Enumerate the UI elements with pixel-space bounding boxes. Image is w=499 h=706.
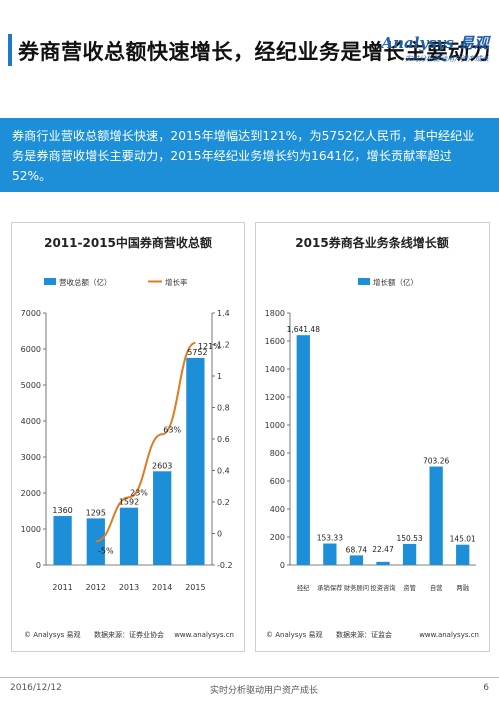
revenue-bar xyxy=(153,471,172,565)
growth-rate-label: -5% xyxy=(98,546,114,555)
x-tick-label: 资管 xyxy=(403,583,416,592)
chart-panel-business: 2015券商各业务条线增长额 增长额（亿） 0 200 400 600 800 1000 1… xyxy=(255,222,490,652)
legend-label-revenue: 营收总额（亿） xyxy=(59,277,112,287)
chart-title: 2015券商各业务条线增长额 xyxy=(295,235,448,250)
business-data-label: 150.53 xyxy=(396,534,422,543)
x-tick-label: 2015 xyxy=(185,583,205,592)
y-tick-label: 1200 xyxy=(265,393,285,402)
y-tick-label: 0 xyxy=(280,561,285,570)
chart-footer-copyright: © Analysys 易观 xyxy=(266,631,323,639)
revenue-data-label: 2603 xyxy=(152,461,172,470)
y2-tick-label: 1 xyxy=(217,372,222,381)
business-bar xyxy=(323,543,337,565)
footer-date: 2016/12/12 xyxy=(10,683,62,693)
footer-slogan: 实时分析驱动用户资产成长 xyxy=(210,686,319,696)
summary-text: 券商行业营收总额增长快速，2015年增幅达到121%，为5752亿人民币，其中经… xyxy=(12,129,475,183)
logo-name: Analysys 易观 xyxy=(381,34,489,52)
legend-label-growth-amount: 增长额（亿） xyxy=(373,277,418,287)
x-tick-label: 2013 xyxy=(119,583,139,592)
legend-swatch-revenue xyxy=(44,278,56,285)
business-data-label: 703.26 xyxy=(423,457,449,466)
business-bar xyxy=(376,561,390,565)
x-tick-label: 投资咨询 xyxy=(370,583,395,592)
growth-rate-line xyxy=(95,341,196,543)
x-tick-label: 经纪 xyxy=(297,583,310,592)
y2-tick-label: 0.2 xyxy=(217,498,230,507)
revenue-data-label: 5752 xyxy=(187,348,207,357)
growth-rate-label: 121% xyxy=(198,342,221,351)
business-bar xyxy=(349,555,364,565)
x-tick-label: 自营 xyxy=(430,583,443,592)
y-tick-label: 5000 xyxy=(21,381,41,390)
x-tick-label: 2011 xyxy=(52,583,72,592)
business-bar xyxy=(296,335,310,565)
legend-swatch-growth-amount xyxy=(358,278,370,285)
y-tick-label: 4000 xyxy=(21,417,41,426)
y-tick-label: 400 xyxy=(270,505,285,514)
y2-tick-label: 1.4 xyxy=(217,309,230,318)
business-chart: 2015券商各业务条线增长额 增长额（亿） 0 200 400 600 800 1000 1… xyxy=(265,235,479,639)
title-accent-bar xyxy=(8,34,12,66)
logo-slogan: 实时分析驱动用户资产成长 xyxy=(405,55,489,63)
y2-tick-label: 0.6 xyxy=(217,435,230,444)
y-tick-label: 7000 xyxy=(21,309,41,318)
revenue-data-label: 1592 xyxy=(119,498,139,507)
legend-label-growth: 增长率 xyxy=(165,277,188,287)
chart-footer-source: 数据来源：证监会 xyxy=(336,630,392,639)
business-data-label: 145.01 xyxy=(450,535,476,544)
y-tick-label: 1000 xyxy=(265,421,285,430)
revenue-bar xyxy=(119,507,139,565)
x-tick-label: 2014 xyxy=(152,583,172,592)
revenue-bar xyxy=(53,516,72,565)
y-tick-label: 200 xyxy=(270,533,285,542)
business-data-label: 153.33 xyxy=(317,534,343,543)
business-data-label: 68.74 xyxy=(346,545,368,554)
y-tick-label: 1800 xyxy=(265,309,285,318)
chart-panel-revenue: 2011-2015中国券商营收总额 营收总额（亿） 增长率 0 1000 2000 3… xyxy=(11,222,245,652)
brand-logo: Analysys 易观 实时分析驱动用户资产成长 xyxy=(381,32,489,64)
y-tick-label: 800 xyxy=(270,449,285,458)
revenue-data-label: 1295 xyxy=(86,508,106,517)
business-bar xyxy=(456,544,470,565)
revenue-chart: 2011-2015中国券商营收总额 营收总额（亿） 增长率 0 1000 2000 3… xyxy=(21,235,234,639)
business-data-label: 22.47 xyxy=(372,545,394,554)
chart-footer-source: 数据来源：证券业协会 xyxy=(94,630,164,639)
y-tick-label: 3000 xyxy=(21,453,41,462)
summary-banner xyxy=(0,118,499,192)
y-tick-label: 1400 xyxy=(265,365,285,374)
y2-tick-label: 1.2 xyxy=(217,341,230,350)
revenue-bar xyxy=(186,357,205,565)
y2-tick-label: -0.2 xyxy=(217,561,233,570)
x-tick-label: 2012 xyxy=(86,583,106,592)
page-title: 券商营收总额快速增长，经纪业务是增长主要动力 xyxy=(18,40,491,64)
y-tick-label: 2000 xyxy=(21,489,41,498)
page-number: 6 xyxy=(483,683,489,693)
revenue-data-label: 1360 xyxy=(52,506,72,515)
y-tick-label: 1600 xyxy=(265,337,285,346)
y-tick-label: 6000 xyxy=(21,345,41,354)
y-tick-label: 1000 xyxy=(21,525,41,534)
y-tick-label: 600 xyxy=(270,477,285,486)
y2-tick-label: 0.4 xyxy=(217,467,230,476)
x-tick-label: 两融 xyxy=(456,583,469,592)
chart-footer-copyright: © Analysys 易观 xyxy=(24,631,81,639)
business-bar xyxy=(429,466,443,565)
growth-rate-label: 23% xyxy=(130,488,148,497)
y2-tick-label: 0 xyxy=(217,530,222,539)
x-tick-label: 财务顾问 xyxy=(344,583,369,592)
business-data-label: 1,641.48 xyxy=(287,325,321,334)
x-tick-label: 承销保荐 xyxy=(317,583,342,592)
chart-footer-url: www.analysys.cn xyxy=(419,631,479,639)
chart-title: 2011-2015中国券商营收总额 xyxy=(44,235,212,250)
y-tick-label: 0 xyxy=(36,561,41,570)
growth-rate-label: 63% xyxy=(163,425,181,434)
footer-divider xyxy=(0,677,499,678)
y2-tick-label: 0.8 xyxy=(217,404,230,413)
business-bar xyxy=(402,543,417,565)
chart-footer-url: www.analysys.cn xyxy=(174,631,234,639)
